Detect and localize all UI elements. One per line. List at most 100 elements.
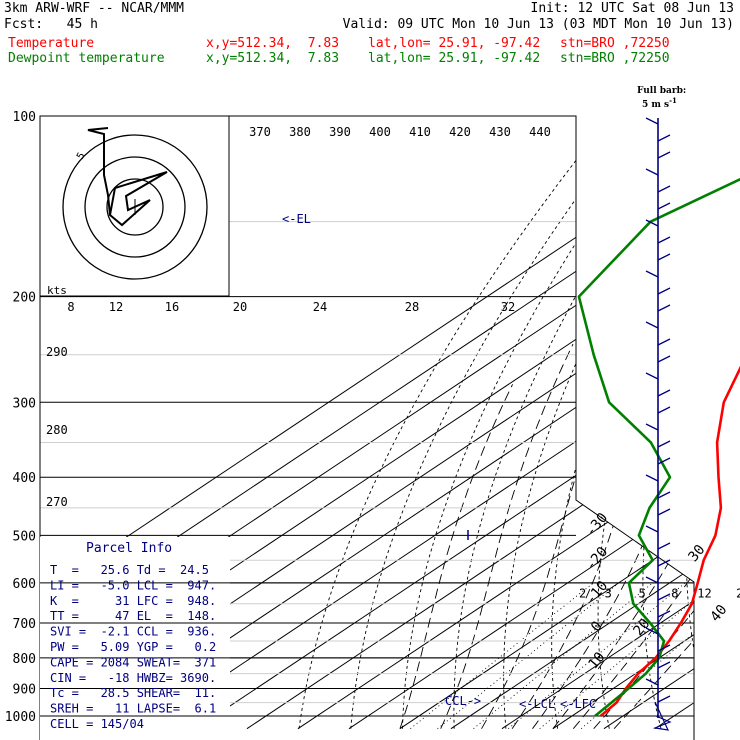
dry-adiabat (551, 116, 694, 729)
theta-label: 440 (529, 125, 551, 139)
wind-barb-flag (657, 287, 671, 295)
pressure-tick-label: 1000 (5, 710, 36, 725)
moist-adiabat (481, 296, 646, 729)
pressure-tick-label: 200 (13, 291, 36, 306)
wind-barb-flag (645, 525, 659, 533)
theta-label: 270 (46, 495, 68, 509)
theta-label: 370 (249, 125, 271, 139)
mixing-ratio-label: 3 (605, 586, 612, 600)
mixing-ratio-label: 8 (671, 586, 678, 600)
forecast-hour: Fcst: 45 h (4, 17, 98, 32)
wind-barb-flag (657, 389, 671, 397)
wind-barb-flag (657, 202, 671, 210)
valid-time: Valid: 09 UTC Mon 10 Jun 13 (03 MDT Mon … (342, 17, 734, 32)
temperature-xy: x,y=512.34, 7.83 (206, 36, 340, 51)
moist-adiabat (399, 384, 514, 729)
parcel-info-row: CAPE = 2084 SWEAT= 371 (50, 655, 216, 669)
isotherm-line (399, 116, 694, 730)
wind-barb-flag (657, 644, 671, 652)
hodograph-unit: kts (47, 284, 67, 297)
ccl-marker: CCL-> (445, 694, 481, 708)
wind-speed-label: 32 (501, 300, 515, 314)
hodograph: 5 kts (39, 115, 230, 297)
wind-barb-flag (657, 304, 671, 312)
temperature-latlon: lat,lon= 25.91, -97.42 (368, 36, 541, 51)
wind-barb-flag (657, 151, 671, 159)
barb-unit-exponent: -1 (669, 96, 677, 105)
isotherm-label: -20 (583, 544, 612, 574)
moist-adiabat (572, 296, 694, 729)
hodograph-ring (106, 178, 164, 236)
pressure-tick-label: 900 (13, 683, 36, 698)
wind-speed-label: 24 (313, 300, 327, 314)
wind-barb-flag (657, 508, 671, 516)
plot-frame (40, 115, 695, 740)
model-title: 3km ARW-WRF -- NCAR/MMM (4, 1, 185, 16)
sounding-traces (577, 177, 740, 718)
wind-speed-label: 20 (233, 300, 247, 314)
theta-label: 290 (46, 345, 68, 359)
wind-barb-flag (657, 355, 671, 363)
mixing-ratio-label: 5 (639, 586, 646, 600)
pressure-tick-label: 600 (13, 577, 36, 592)
wind-barb-flag (645, 423, 659, 431)
wind-barb-flag (645, 168, 659, 176)
temperature-station: stn=BRO ,72250 (560, 36, 670, 51)
annotations: <-EL CCL-> <-LCL <-LFC (282, 212, 596, 711)
wind-barb-flag (657, 236, 671, 244)
dewpoint-xy: x,y=512.34, 7.83 (206, 51, 340, 66)
wind-barb-flag (645, 321, 659, 329)
parcel-info-row: SVI = -2.1 CCL = 936. (50, 625, 216, 639)
wind-barb-flag (645, 627, 659, 635)
surface-barbs (652, 701, 672, 731)
theta-label: 390 (329, 125, 351, 139)
moist-adiabat (613, 296, 694, 730)
wind-barb-flag (657, 134, 671, 142)
mixing-ratio-line (580, 582, 694, 730)
dewpoint-legend: Dewpoint temperature (8, 51, 165, 66)
isotherm-line (348, 116, 694, 730)
parcel-info-row: K = 31 LFC = 948. (50, 594, 216, 608)
wind-speed-label: 28 (405, 300, 419, 314)
wind-barbs (645, 117, 672, 731)
dry-adiabat (503, 116, 694, 729)
moist-adiabat (440, 343, 574, 729)
wind-barb-flag (645, 474, 659, 482)
wind-barb-flag (645, 678, 659, 686)
pressure-tick-label: 300 (13, 396, 36, 411)
isotherm-line (450, 116, 694, 730)
wind-barb-flag (645, 219, 659, 227)
isotherm-line (246, 116, 694, 730)
wind-barb-flag (657, 253, 671, 261)
isotherm-line (93, 116, 694, 730)
wind-barb-flag (657, 610, 671, 618)
axis-labels: 1002003004005006007008009001000-80-70-60… (5, 110, 740, 731)
dry-adiabat (597, 116, 694, 729)
mixing-ratio-line (410, 582, 594, 730)
dewpoint-latlon: lat,lon= 25.91, -97.42 (368, 51, 541, 66)
full-barb-label: Full barb: (637, 86, 687, 96)
wind-barb-flag (657, 695, 671, 703)
wind-barb-flag (645, 372, 659, 380)
wind-barb-flag (657, 457, 671, 465)
wind-barb-flag (657, 338, 671, 346)
pressure-tick-label: 500 (13, 529, 36, 544)
mixing-ratio-line (437, 582, 620, 730)
moist-adiabat (532, 296, 694, 729)
dry-adiabat (298, 116, 634, 729)
mixing-ratio-label: 12 (697, 586, 711, 600)
isotherm-line (603, 116, 694, 730)
hodograph-ring (62, 134, 208, 280)
parcel-info-title: Parcel Info (86, 541, 172, 556)
isotherm-label: 30 (685, 542, 708, 565)
mixing-ratio-label: 2 (579, 586, 586, 600)
wind-barb-flag (657, 185, 671, 193)
wind-speed-label: 16 (165, 300, 179, 314)
theta-label: 380 (289, 125, 311, 139)
theta-label: 400 (369, 125, 391, 139)
theta-label: 420 (449, 125, 471, 139)
temperature-trace (599, 365, 740, 717)
barb-unit-text: 5 m s (642, 100, 670, 110)
isotherm-line (501, 116, 694, 730)
